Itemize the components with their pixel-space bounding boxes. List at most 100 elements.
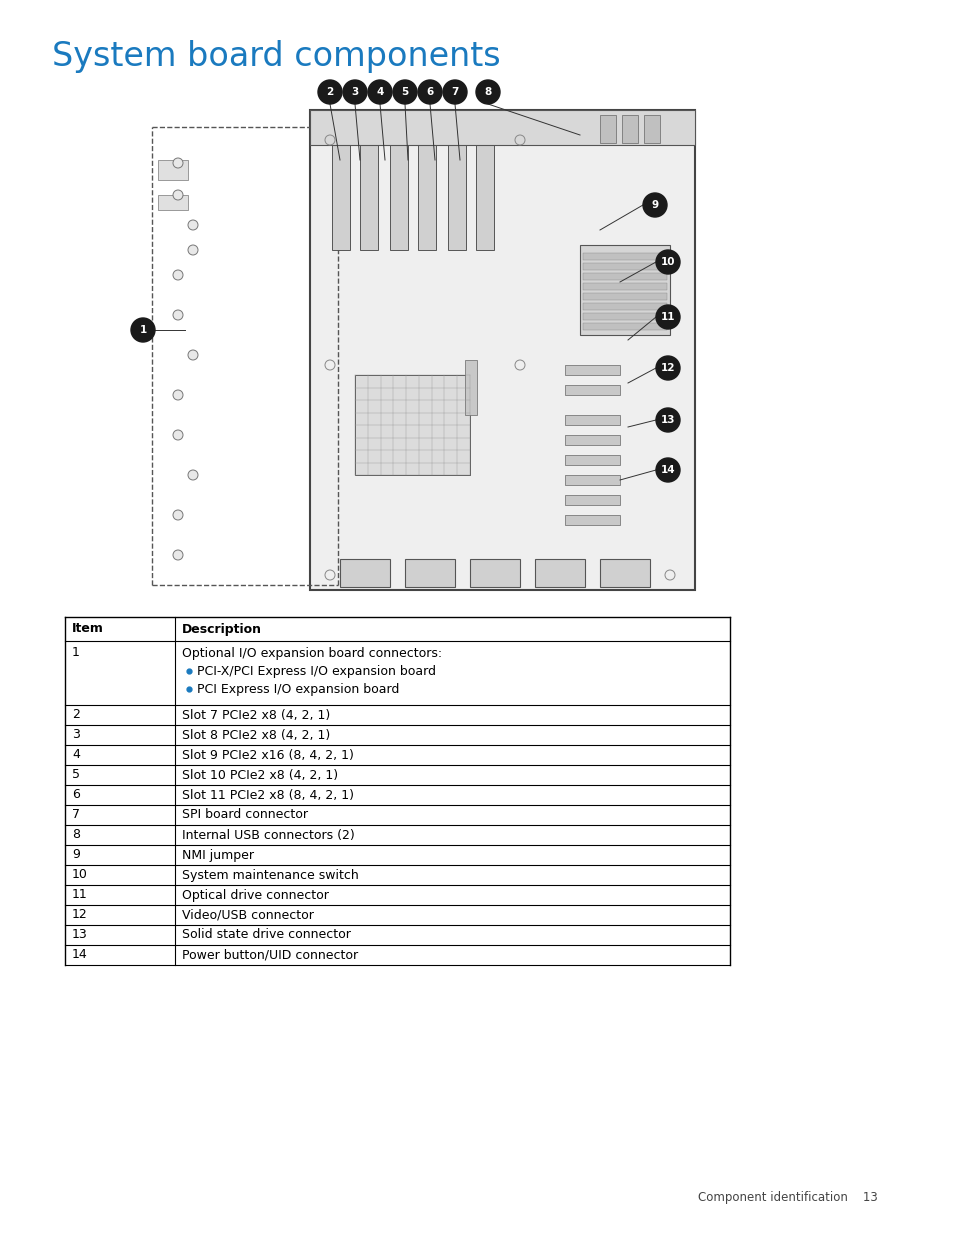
Text: 14: 14 — [660, 466, 675, 475]
Text: Slot 7 PCIe2 x8 (4, 2, 1): Slot 7 PCIe2 x8 (4, 2, 1) — [182, 709, 330, 721]
Circle shape — [172, 190, 183, 200]
Bar — [582, 324, 666, 330]
Circle shape — [656, 408, 679, 432]
Text: Optional I/O expansion board connectors:: Optional I/O expansion board connectors: — [182, 646, 441, 659]
Text: 9: 9 — [651, 200, 658, 210]
Circle shape — [188, 471, 198, 480]
Bar — [582, 293, 666, 300]
Bar — [621, 115, 638, 143]
Text: 6: 6 — [426, 86, 434, 98]
Bar — [464, 359, 476, 415]
Circle shape — [188, 350, 198, 359]
Bar — [65, 618, 729, 965]
Text: 12: 12 — [71, 909, 88, 921]
Text: 7: 7 — [451, 86, 458, 98]
Text: Description: Description — [182, 622, 262, 636]
Text: Optical drive connector: Optical drive connector — [182, 888, 329, 902]
Text: PCI Express I/O expansion board: PCI Express I/O expansion board — [196, 683, 399, 695]
Bar — [582, 283, 666, 290]
Text: 2: 2 — [71, 709, 80, 721]
Text: 7: 7 — [71, 809, 80, 821]
Circle shape — [393, 80, 416, 104]
Text: 3: 3 — [71, 729, 80, 741]
Text: Solid state drive connector: Solid state drive connector — [182, 929, 351, 941]
Circle shape — [172, 158, 183, 168]
Bar — [564, 415, 619, 425]
Text: Component identification    13: Component identification 13 — [698, 1191, 877, 1203]
Bar — [582, 263, 666, 270]
Circle shape — [656, 458, 679, 482]
Bar — [158, 195, 188, 210]
Bar — [65, 618, 729, 641]
Bar — [339, 559, 390, 587]
Circle shape — [172, 310, 183, 320]
Bar — [564, 454, 619, 466]
Text: System maintenance switch: System maintenance switch — [182, 868, 358, 882]
Circle shape — [442, 80, 467, 104]
Text: 8: 8 — [484, 86, 491, 98]
Bar — [564, 475, 619, 485]
Circle shape — [656, 249, 679, 274]
Circle shape — [172, 390, 183, 400]
Text: Video/USB connector: Video/USB connector — [182, 909, 314, 921]
Bar — [564, 435, 619, 445]
Bar — [582, 273, 666, 280]
Circle shape — [476, 80, 499, 104]
Text: 10: 10 — [71, 868, 88, 882]
Circle shape — [188, 220, 198, 230]
Text: PCI-X/PCI Express I/O expansion board: PCI-X/PCI Express I/O expansion board — [196, 664, 436, 678]
Circle shape — [368, 80, 392, 104]
Circle shape — [343, 80, 367, 104]
Bar — [417, 140, 436, 249]
Text: 4: 4 — [375, 86, 383, 98]
Text: 10: 10 — [660, 257, 675, 267]
Text: 12: 12 — [660, 363, 675, 373]
Bar — [564, 495, 619, 505]
Bar — [564, 366, 619, 375]
Text: Internal USB connectors (2): Internal USB connectors (2) — [182, 829, 355, 841]
Text: 11: 11 — [71, 888, 88, 902]
Text: 8: 8 — [71, 829, 80, 841]
Text: SPI board connector: SPI board connector — [182, 809, 308, 821]
Text: 3: 3 — [351, 86, 358, 98]
Circle shape — [656, 305, 679, 329]
Circle shape — [188, 245, 198, 254]
Circle shape — [317, 80, 341, 104]
Circle shape — [642, 193, 666, 217]
Text: 1: 1 — [139, 325, 147, 335]
Text: 5: 5 — [401, 86, 408, 98]
Bar — [310, 110, 695, 144]
Bar — [535, 559, 584, 587]
Text: System board components: System board components — [52, 40, 500, 73]
Text: 9: 9 — [71, 848, 80, 862]
Bar — [582, 253, 666, 261]
Bar — [158, 161, 188, 180]
Bar — [332, 140, 350, 249]
Bar — [564, 515, 619, 525]
Text: 13: 13 — [660, 415, 675, 425]
Text: 1: 1 — [71, 646, 80, 659]
Text: Item: Item — [71, 622, 104, 636]
Text: 6: 6 — [71, 788, 80, 802]
Bar — [643, 115, 659, 143]
Bar — [599, 115, 616, 143]
Bar — [310, 110, 695, 590]
Bar — [579, 245, 669, 335]
Circle shape — [172, 550, 183, 559]
Text: Slot 8 PCIe2 x8 (4, 2, 1): Slot 8 PCIe2 x8 (4, 2, 1) — [182, 729, 330, 741]
Text: 5: 5 — [71, 768, 80, 782]
Text: 14: 14 — [71, 948, 88, 962]
Bar — [476, 140, 494, 249]
Bar — [405, 559, 455, 587]
Text: NMI jumper: NMI jumper — [182, 848, 253, 862]
Text: Slot 10 PCIe2 x8 (4, 2, 1): Slot 10 PCIe2 x8 (4, 2, 1) — [182, 768, 337, 782]
Text: 2: 2 — [326, 86, 334, 98]
Bar — [599, 559, 649, 587]
Circle shape — [172, 510, 183, 520]
Circle shape — [172, 270, 183, 280]
Bar — [582, 312, 666, 320]
Bar — [355, 375, 470, 475]
Bar — [564, 385, 619, 395]
Bar — [470, 559, 519, 587]
Bar — [448, 140, 465, 249]
